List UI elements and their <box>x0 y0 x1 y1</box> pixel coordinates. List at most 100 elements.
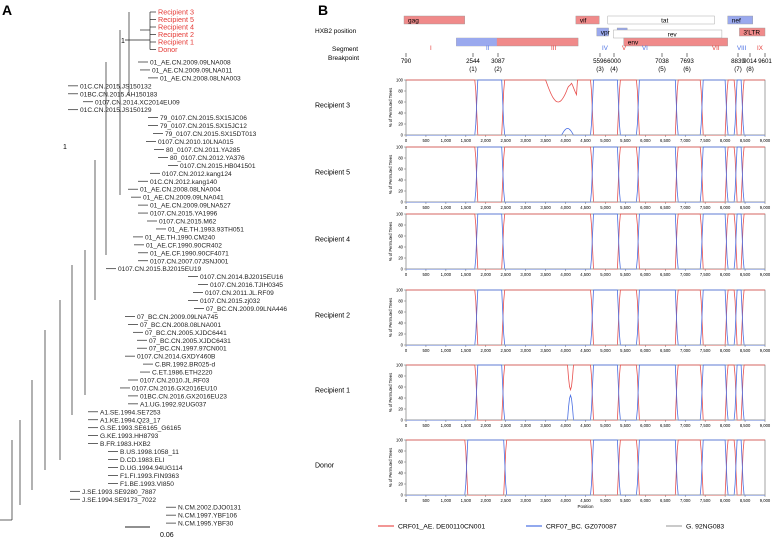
x-tick-label: 4,500 <box>580 498 591 503</box>
gene-label: tat <box>661 18 668 25</box>
x-tick-label: 2,500 <box>500 205 511 210</box>
taxon-label: 07_BC.CN.2008.08LNA001 <box>140 322 221 329</box>
taxon-label: D.CD.1983.ELI <box>120 457 165 464</box>
segment-label: Segment <box>332 46 358 53</box>
x-tick-label: 500 <box>422 423 430 428</box>
breakpoint-number: (3) <box>596 66 604 73</box>
segment-numeral: IV <box>602 45 609 52</box>
y-tick-label: 40 <box>398 111 403 116</box>
panel-title: Donor <box>315 463 335 470</box>
plot-frame <box>405 146 766 203</box>
breakpoint-number: (7) <box>734 66 742 73</box>
y-tick-label: 100 <box>396 288 404 293</box>
y-tick-label: 0 <box>401 493 404 498</box>
x-tick-label: 8,000 <box>720 498 731 503</box>
taxon-label: G.KE.1993.HH8793 <box>100 433 159 440</box>
x-tick-label: 6,000 <box>640 423 651 428</box>
x-tick-label: 6,000 <box>640 138 651 143</box>
series-crf07-bc-line <box>406 213 765 270</box>
taxon-label: A1.KE.1994.Q23_17 <box>100 417 161 424</box>
breakpoint-number: (1) <box>469 66 477 73</box>
segment-numeral: VII <box>712 45 720 52</box>
x-tick-label: 1,000 <box>441 423 452 428</box>
gene-3LTR-box <box>739 27 766 37</box>
x-tick-label: 500 <box>422 205 430 210</box>
y-tick-label: 40 <box>398 321 403 326</box>
taxon-label: 0107.CN.2015.YA1996 <box>150 211 218 218</box>
panel-b-label: B <box>318 2 328 18</box>
x-tick-label: 1,500 <box>461 423 472 428</box>
y-tick-label: 100 <box>396 145 404 150</box>
breakpoint-position: 6000 <box>607 58 621 65</box>
y-axis-label: % of Permuted Trees <box>388 373 393 412</box>
recipient-label: Recipient 2 <box>158 30 194 39</box>
x-tick-label: 1,500 <box>461 348 472 353</box>
breakpoint-position: 9014 <box>743 58 757 65</box>
x-tick-label: 5,000 <box>600 498 611 503</box>
x-tick-label: 4,500 <box>580 423 591 428</box>
x-tick-label: 1,500 <box>461 498 472 503</box>
plot-frame <box>405 289 766 346</box>
taxon-label: 79_0107.CN.2015.SX15JC06 <box>160 115 247 122</box>
x-tick-label: 9,000 <box>760 272 771 277</box>
taxon-label: A1.UG.1992.92UG037 <box>140 401 207 408</box>
x-tick-label: 500 <box>422 138 430 143</box>
y-tick-label: 20 <box>398 256 403 261</box>
x-tick-label: 4,000 <box>560 138 571 143</box>
x-tick-label: 0 <box>405 138 408 143</box>
panel-title: Recipient 5 <box>315 170 350 177</box>
taxon-label: F1.BE.1993.VI850 <box>120 481 174 488</box>
gene-label: env <box>628 40 639 47</box>
gene-label: vif <box>580 18 587 25</box>
taxon-label: B.US.1998.1058_11 <box>120 449 179 456</box>
y-tick-label: 20 <box>398 189 403 194</box>
taxon-label: 01_AE.CN.2008.08LNA003 <box>160 75 241 82</box>
taxon-label: 01_AE.CF.1990.90CF4071 <box>150 250 229 257</box>
breakpoint-number: (5) <box>658 66 666 73</box>
x-tick-label: 5,000 <box>600 272 611 277</box>
y-axis-label: % of Permuted Trees <box>388 155 393 194</box>
recipient-label: Recipient 5 <box>158 15 194 24</box>
x-tick-label: 5,500 <box>620 138 631 143</box>
x-tick-label: 0 <box>405 205 408 210</box>
series-crf01-ae-line <box>406 79 765 136</box>
x-tick-label: 2,500 <box>500 498 511 503</box>
taxon-label: 0107.CN.2010.JL.RF03 <box>140 378 210 385</box>
taxon-label: 01_AE.CF.1990.90CR402 <box>146 242 222 249</box>
y-tick-label: 60 <box>398 310 403 315</box>
x-tick-label: 8,500 <box>740 423 751 428</box>
x-tick-label: 5,000 <box>600 348 611 353</box>
taxon-label: 07_BC.CN.2009.09LNA745 <box>137 314 218 321</box>
x-tick-label: 1,500 <box>461 138 472 143</box>
x-tick-label: 1,000 <box>441 138 452 143</box>
x-tick-label: 5,500 <box>620 205 631 210</box>
x-tick-label: 6,500 <box>660 138 671 143</box>
x-tick-label: 500 <box>422 272 430 277</box>
y-tick-label: 0 <box>401 343 404 348</box>
taxon-label: C.BR.1992.BR025-d <box>155 362 215 369</box>
series-crf01-ae-line <box>406 289 765 346</box>
x-tick-label: 7,000 <box>680 272 691 277</box>
x-tick-label: 7,000 <box>680 138 691 143</box>
gene-label: 3'LTR <box>743 30 760 37</box>
x-tick-label: 8,500 <box>740 138 751 143</box>
y-tick-label: 0 <box>401 267 404 272</box>
taxon-label: 07_BC.CN.2005.XJDC6431 <box>149 338 231 345</box>
taxon-label: 01_AE.CN.2009.09LNA527 <box>150 203 231 210</box>
taxon-label: 80_0107.CN.2012.YA376 <box>170 155 245 162</box>
breakpoint-number: (4) <box>610 66 618 73</box>
plot-frame <box>405 79 766 136</box>
x-tick-label: 5,500 <box>620 423 631 428</box>
taxon-label: 0107.CN.2010.10LNA015 <box>158 139 234 146</box>
recipient-label: Recipient 1 <box>158 38 194 47</box>
x-tick-label: 3,500 <box>540 423 551 428</box>
gene-gag-box <box>403 15 465 25</box>
taxon-label: 01_AE.CN.2009.09LNA011 <box>152 67 232 74</box>
x-tick-label: 5,000 <box>600 205 611 210</box>
y-tick-label: 80 <box>398 449 403 454</box>
series-crf07-bc-line <box>406 146 765 203</box>
taxon-label: C.ET.1986.ETH2220 <box>152 370 213 377</box>
x-tick-label: 7,000 <box>680 423 691 428</box>
taxon-label: 0107.CN.2007.07JSNJ001 <box>150 258 229 265</box>
